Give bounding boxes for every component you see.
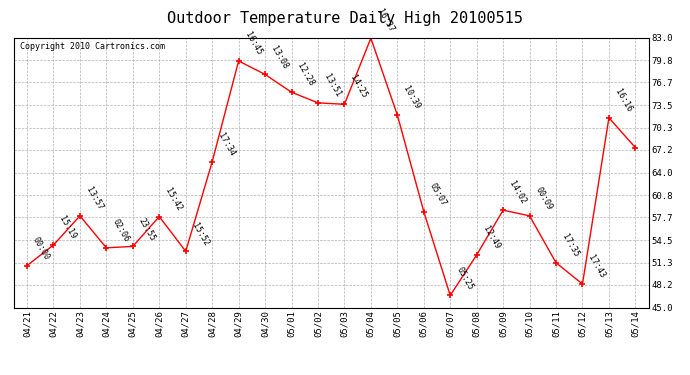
Text: 10:39: 10:39 — [402, 85, 422, 111]
Text: 16:45: 16:45 — [243, 31, 263, 57]
Text: 00:00: 00:00 — [31, 235, 52, 261]
Text: Outdoor Temperature Daily High 20100515: Outdoor Temperature Daily High 20100515 — [167, 11, 523, 26]
Text: 05:25: 05:25 — [455, 265, 475, 291]
Text: 12:28: 12:28 — [296, 62, 316, 88]
Text: 02:06: 02:06 — [110, 217, 131, 244]
Text: 15:19: 15:19 — [58, 214, 78, 241]
Text: 17:43: 17:43 — [586, 254, 607, 280]
Text: 13:51: 13:51 — [322, 72, 342, 99]
Text: 23:55: 23:55 — [137, 216, 157, 242]
Text: 14:02: 14:02 — [507, 180, 528, 206]
Text: 17:34: 17:34 — [217, 132, 237, 158]
Text: Copyright 2010 Cartronics.com: Copyright 2010 Cartronics.com — [20, 42, 165, 51]
Text: 12:49: 12:49 — [481, 225, 501, 251]
Text: 00:09: 00:09 — [534, 186, 554, 211]
Text: 13:57: 13:57 — [84, 186, 104, 211]
Text: 15:42: 15:42 — [164, 186, 184, 212]
Text: 14:25: 14:25 — [348, 74, 369, 100]
Text: 16:37: 16:37 — [375, 8, 395, 34]
Text: 05:07: 05:07 — [428, 181, 448, 207]
Text: 13:08: 13:08 — [269, 44, 290, 70]
Text: 16:16: 16:16 — [613, 87, 633, 114]
Text: 17:35: 17:35 — [560, 232, 580, 259]
Text: 15:52: 15:52 — [190, 221, 210, 247]
